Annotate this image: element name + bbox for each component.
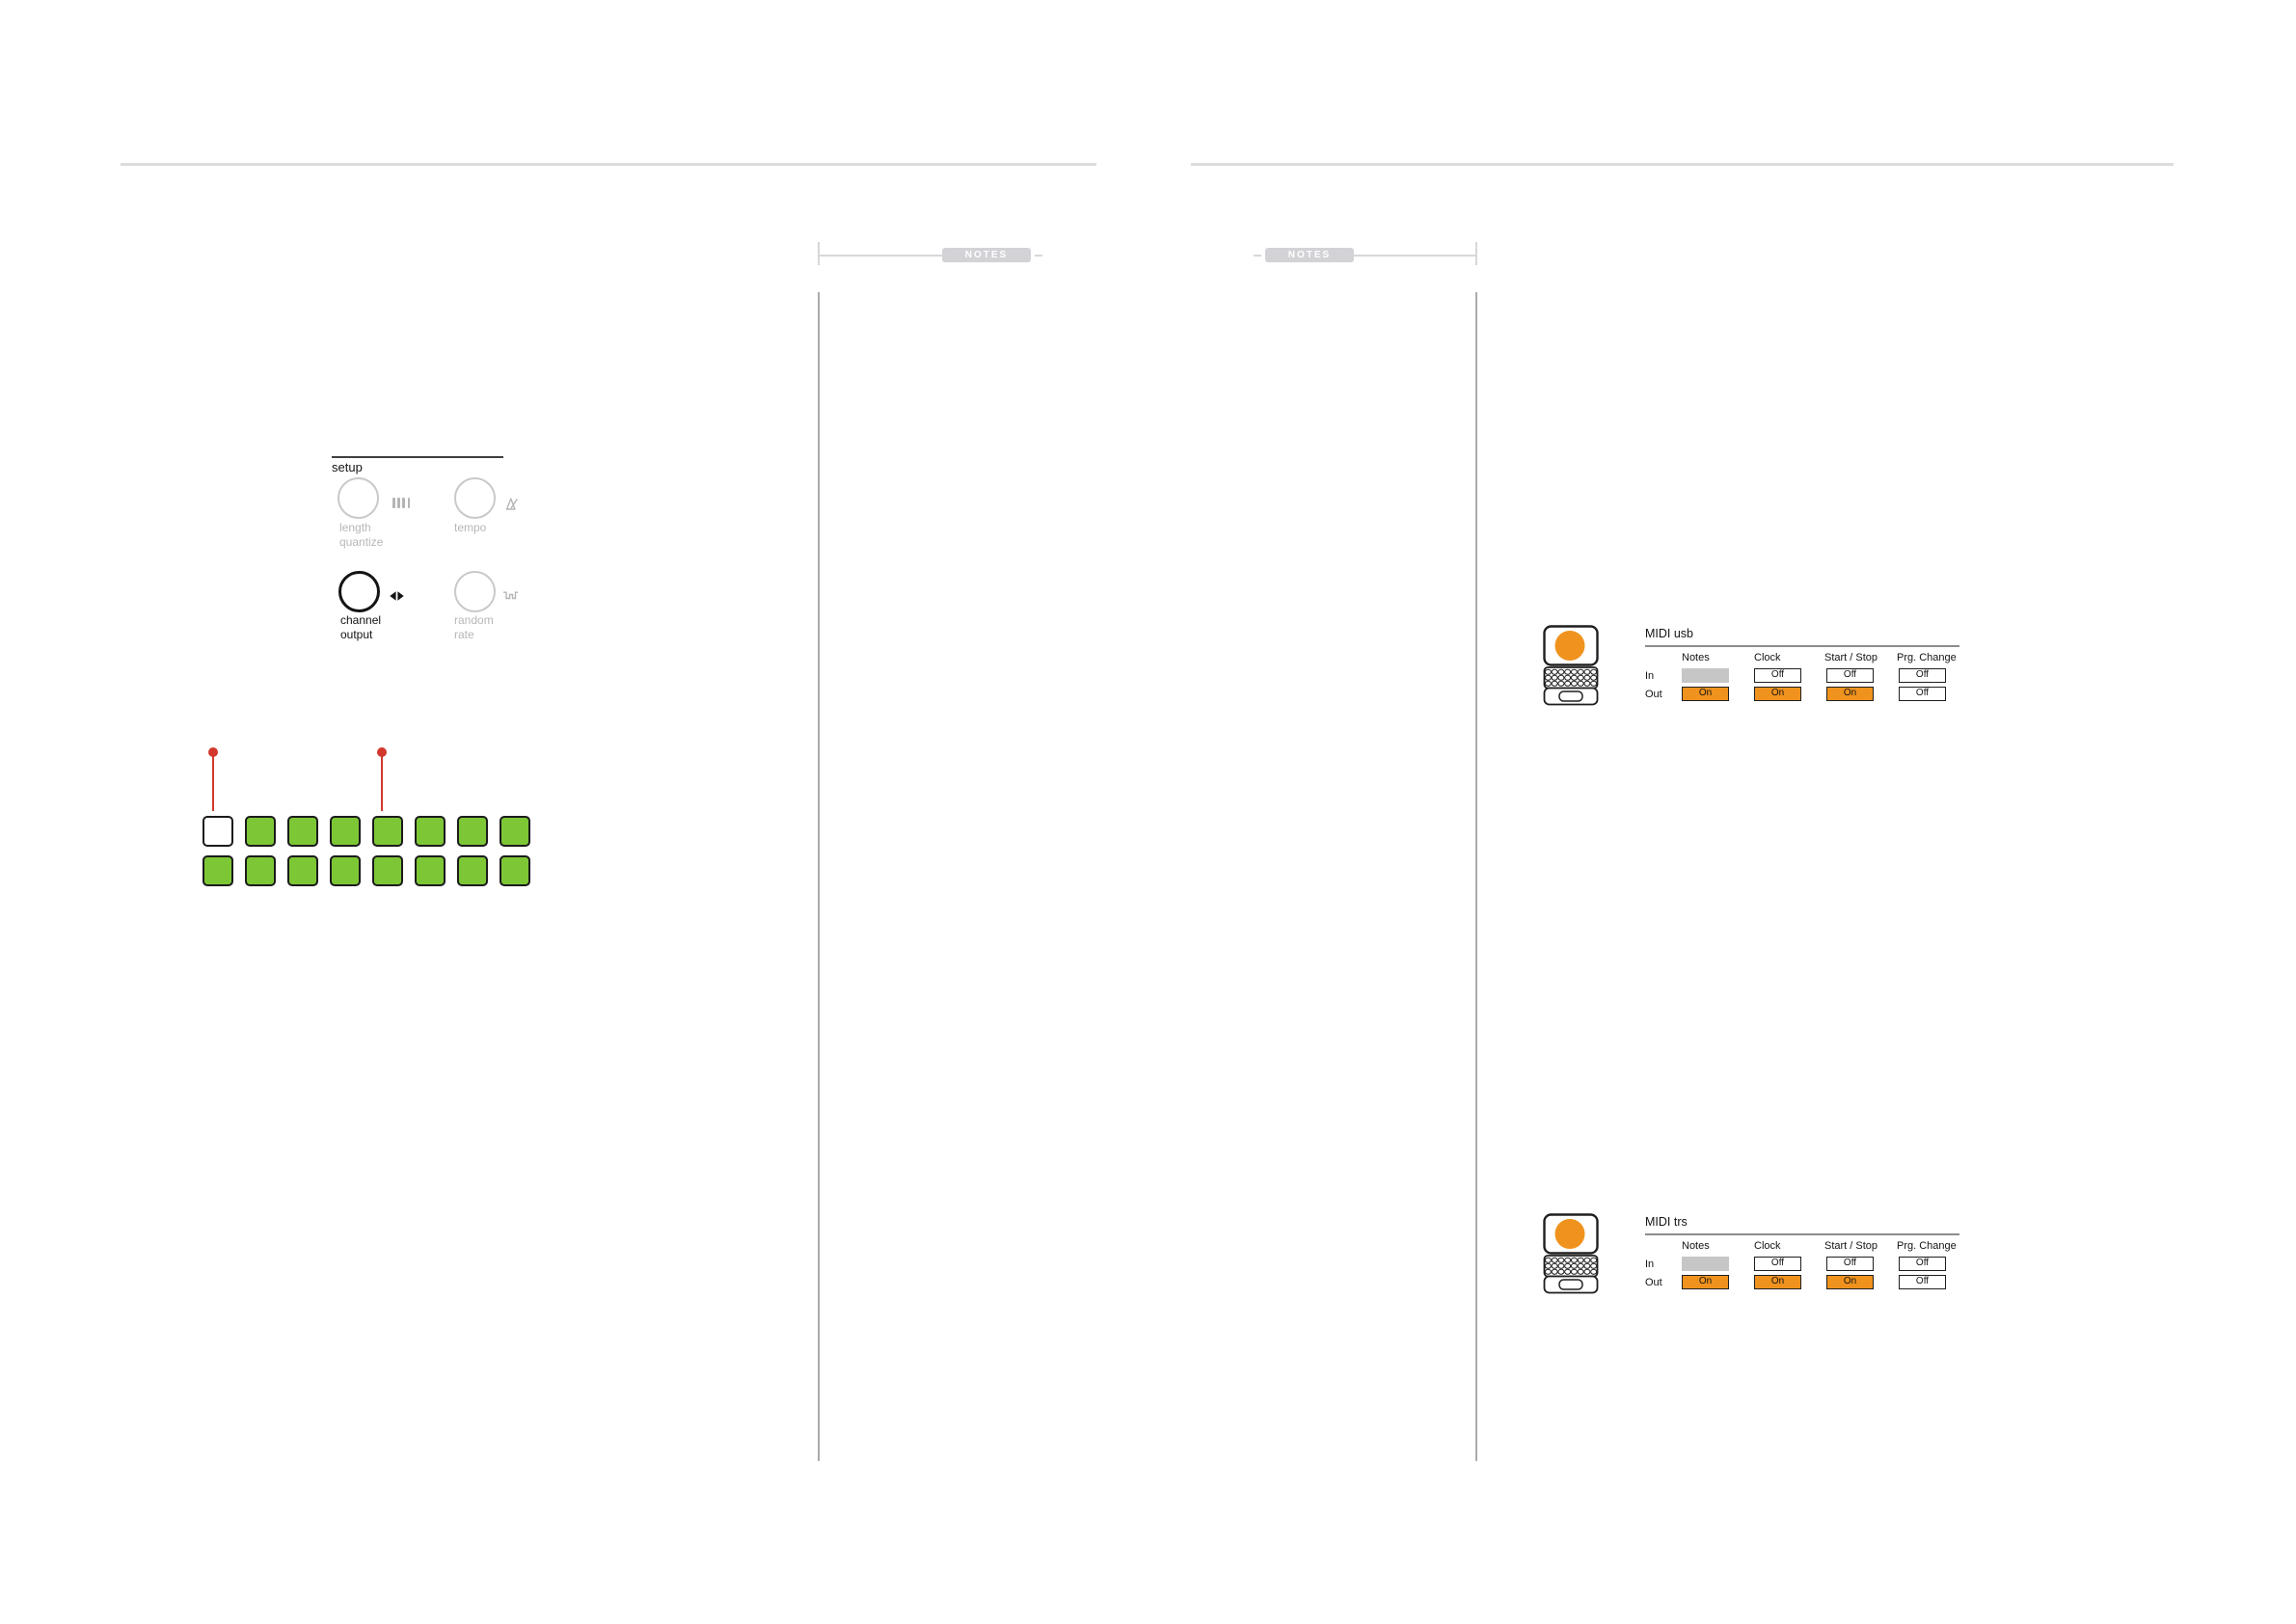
column-header-notes: Notes bbox=[1682, 652, 1710, 663]
midi-cell-out-start-stop: On bbox=[1826, 1275, 1874, 1289]
left-right-arrows-icon bbox=[390, 591, 404, 601]
midi-cell-in-prg-change: Off bbox=[1899, 1257, 1946, 1271]
pad bbox=[500, 855, 530, 886]
tempo-knob bbox=[454, 477, 496, 519]
column-header-clock: Clock bbox=[1754, 1240, 1781, 1252]
row-label-out: Out bbox=[1645, 1277, 1662, 1288]
column-header-prg-change: Prg. Change bbox=[1897, 1240, 1957, 1252]
column-header-start-stop: Start / Stop bbox=[1824, 1240, 1878, 1252]
midi-cell-out-clock: On bbox=[1754, 687, 1801, 701]
pad bbox=[245, 816, 276, 847]
midi-section-title: MIDI usb bbox=[1645, 627, 1694, 640]
callout-line-pad1 bbox=[212, 756, 214, 811]
midi-usb-section: MIDI usb Notes Clock Start / Stop Prg. C… bbox=[1543, 625, 1967, 717]
midi-trs-section: MIDI trs Notes Clock Start / Stop Prg. C… bbox=[1543, 1213, 1967, 1305]
pad bbox=[415, 816, 446, 847]
column-header-start-stop: Start / Stop bbox=[1824, 652, 1878, 663]
row-label-out: Out bbox=[1645, 689, 1662, 700]
laptop-icon bbox=[1543, 625, 1599, 706]
midi-cell-in-notes bbox=[1682, 668, 1729, 683]
notes-badge: NOTES bbox=[1265, 248, 1354, 262]
notes-dash bbox=[1035, 255, 1042, 257]
notes-tick-left bbox=[818, 242, 820, 265]
page-header-rule-right bbox=[1191, 163, 2174, 166]
column-header-prg-change: Prg. Change bbox=[1897, 652, 1957, 663]
callout-line-pad5 bbox=[381, 756, 383, 811]
callout-dot-pad5 bbox=[377, 747, 387, 757]
midi-cell-in-clock: Off bbox=[1754, 668, 1801, 683]
random-rate-knob bbox=[454, 571, 496, 612]
notes-margin-line-left bbox=[818, 292, 820, 1461]
notes-dash bbox=[1254, 255, 1261, 257]
pad bbox=[203, 816, 233, 847]
quantize-bars-icon bbox=[392, 498, 411, 508]
tempo-label: tempo bbox=[454, 521, 487, 534]
channel-output-label: channel output bbox=[340, 613, 382, 641]
notes-connector-line bbox=[1354, 255, 1476, 257]
pad bbox=[372, 855, 403, 886]
midi-cell-in-prg-change: Off bbox=[1899, 668, 1946, 683]
random-wave-icon bbox=[503, 591, 518, 600]
midi-section-rule bbox=[1645, 1233, 1959, 1235]
midi-cell-out-prg-change: Off bbox=[1899, 687, 1946, 701]
notes-margin-line-right bbox=[1475, 292, 1477, 1461]
pad-grid bbox=[203, 816, 530, 886]
midi-section-title: MIDI trs bbox=[1645, 1215, 1688, 1229]
row-label-in: In bbox=[1645, 1259, 1655, 1270]
page-header-rule-left bbox=[121, 163, 1096, 166]
pad bbox=[203, 855, 233, 886]
midi-cell-in-start-stop: Off bbox=[1826, 1257, 1874, 1271]
callout-dot-pad1 bbox=[208, 747, 218, 757]
length-quantize-label: length quantize bbox=[339, 521, 384, 549]
midi-cell-out-prg-change: Off bbox=[1899, 1275, 1946, 1289]
laptop-icon bbox=[1543, 1213, 1599, 1294]
pad bbox=[457, 855, 488, 886]
midi-cell-out-notes: On bbox=[1682, 1275, 1729, 1289]
column-header-clock: Clock bbox=[1754, 652, 1781, 663]
row-label-in: In bbox=[1645, 670, 1655, 682]
column-header-notes: Notes bbox=[1682, 1240, 1710, 1252]
midi-cell-in-clock: Off bbox=[1754, 1257, 1801, 1271]
midi-cell-out-clock: On bbox=[1754, 1275, 1801, 1289]
midi-cell-in-notes bbox=[1682, 1257, 1729, 1271]
pad bbox=[330, 855, 361, 886]
notes-tick-right bbox=[1475, 242, 1477, 265]
midi-cell-out-start-stop: On bbox=[1826, 687, 1874, 701]
pad bbox=[415, 855, 446, 886]
notes-connector-line bbox=[820, 255, 942, 257]
pad bbox=[287, 855, 318, 886]
pad bbox=[500, 816, 530, 847]
pad bbox=[457, 816, 488, 847]
metronome-icon bbox=[505, 498, 518, 510]
midi-cell-out-notes: On bbox=[1682, 687, 1729, 701]
notes-badge: NOTES bbox=[942, 248, 1031, 262]
setup-title: setup bbox=[332, 460, 363, 474]
random-rate-label: random rate bbox=[454, 613, 494, 641]
midi-cell-in-start-stop: Off bbox=[1826, 668, 1874, 683]
setup-divider bbox=[332, 456, 503, 458]
pad bbox=[245, 855, 276, 886]
pad bbox=[330, 816, 361, 847]
pad bbox=[372, 816, 403, 847]
length-quantize-knob bbox=[338, 477, 379, 519]
channel-output-knob bbox=[338, 571, 380, 612]
pad bbox=[287, 816, 318, 847]
midi-section-rule bbox=[1645, 645, 1959, 647]
